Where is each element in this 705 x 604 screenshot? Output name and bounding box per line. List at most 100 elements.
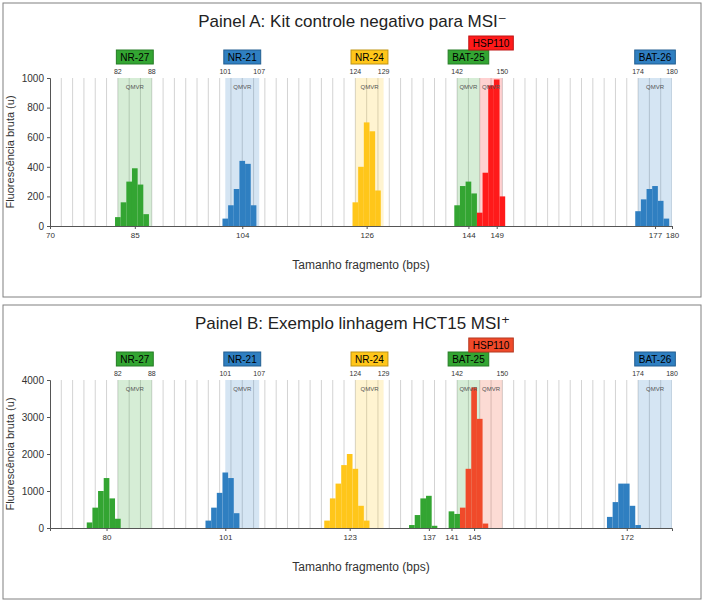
marker-box-bg [448,50,489,64]
range-label: 88 [148,370,156,377]
bp-grid-line [106,78,107,226]
bp-grid-line [185,78,186,226]
bar [347,454,353,528]
bp-grid-line [558,78,559,226]
tick-label: 2000 [22,449,45,460]
tick-label: 177 [649,231,663,240]
bp-grid-line [445,380,446,528]
marker-box: HSP110 [469,338,514,352]
tick: 177 [649,226,663,240]
tick-label: 400 [27,162,44,173]
tick: 180 [666,226,680,240]
tick-label: 144 [462,231,476,240]
tick-mark [47,196,50,197]
bp-grid-line [208,78,209,226]
plot-area [50,78,672,226]
bar [358,167,364,226]
bp-grid-line [61,78,62,226]
range-label: 82 [114,68,122,75]
bp-grid-line [524,380,525,528]
bar [364,122,370,226]
bar [454,514,460,528]
tick-mark [47,528,50,529]
bp-grid-line [310,380,311,528]
tick-label: 141 [445,533,459,542]
bar [234,513,240,528]
bar [206,521,212,528]
bar [635,525,641,528]
tick: 0 [38,523,50,534]
tick-mark [47,78,50,79]
bp-grid-line [264,78,265,226]
tick: 123 [344,528,358,542]
bar [143,214,149,226]
bar [87,522,93,528]
bp-grid-line [604,78,605,226]
qmvr-region [480,380,503,528]
qmvr-region [118,78,152,226]
tick-mark [497,226,498,229]
bp-grid-line [83,78,84,226]
marker-box-bg [469,36,514,50]
bar [211,508,217,528]
marker-name: NR-24 [355,52,384,63]
bar [336,484,342,528]
tick: 2000 [22,449,50,460]
marker-box: HSP110 [469,36,514,50]
bar [635,211,641,226]
tick: 1000 [22,73,50,84]
tick: 800 [27,102,50,113]
bp-grid-line [276,78,277,226]
marker-box: NR-24 [351,50,388,64]
axis-y: 02004006008001000 [22,73,51,232]
tick: 85 [131,226,140,240]
bar [353,469,359,528]
bp-grid-line [264,380,265,528]
tick-mark [135,226,136,229]
region-label: QMVR [482,84,501,90]
bar [466,182,472,226]
axis-line [51,529,673,532]
bar [460,186,466,226]
marker-box-bg [224,352,261,366]
bar [353,202,359,226]
tick-label: 85 [131,231,140,240]
qmvr-region [457,380,480,528]
marker-name: HSP110 [473,38,510,49]
bar-group [87,478,121,528]
bp-grid-line [95,78,96,226]
tick-label: 137 [423,533,437,542]
chart-title: Painel B: Exemplo linhagem HCT15 MSI⁺ [195,314,510,333]
bar [109,498,115,528]
bar [239,161,245,226]
bp-grid-line [219,78,220,226]
bar [477,213,483,226]
bar [466,469,472,528]
bar-group [222,161,256,226]
range-label: 107 [253,370,265,377]
tick-mark [429,528,430,531]
bar [375,190,381,226]
bp-grid-line [287,78,288,226]
range-label: 107 [253,68,265,75]
bp-grid-line [570,380,571,528]
bar [652,186,658,226]
bar [104,478,110,528]
bp-grid-line [61,380,62,528]
bar [245,164,251,226]
bp-grid-line [434,78,435,226]
region-label: QMVR [126,386,145,392]
tick: 137 [423,528,437,542]
tick-label: 0 [38,221,44,232]
marker-box: BAT-26 [635,50,676,64]
range-label: 101 [219,370,231,377]
tick-label: 3000 [22,412,45,423]
range-label: 129 [378,68,390,75]
region-label: QMVR [646,84,665,90]
tick-label: 172 [621,533,635,542]
tick: 70 [46,226,55,240]
marker-name: NR-21 [228,354,257,365]
panel: Painel A: Kit controle negativo para MSI… [3,3,701,297]
marker-box: NR-27 [116,50,153,64]
tick: 126 [360,226,374,240]
